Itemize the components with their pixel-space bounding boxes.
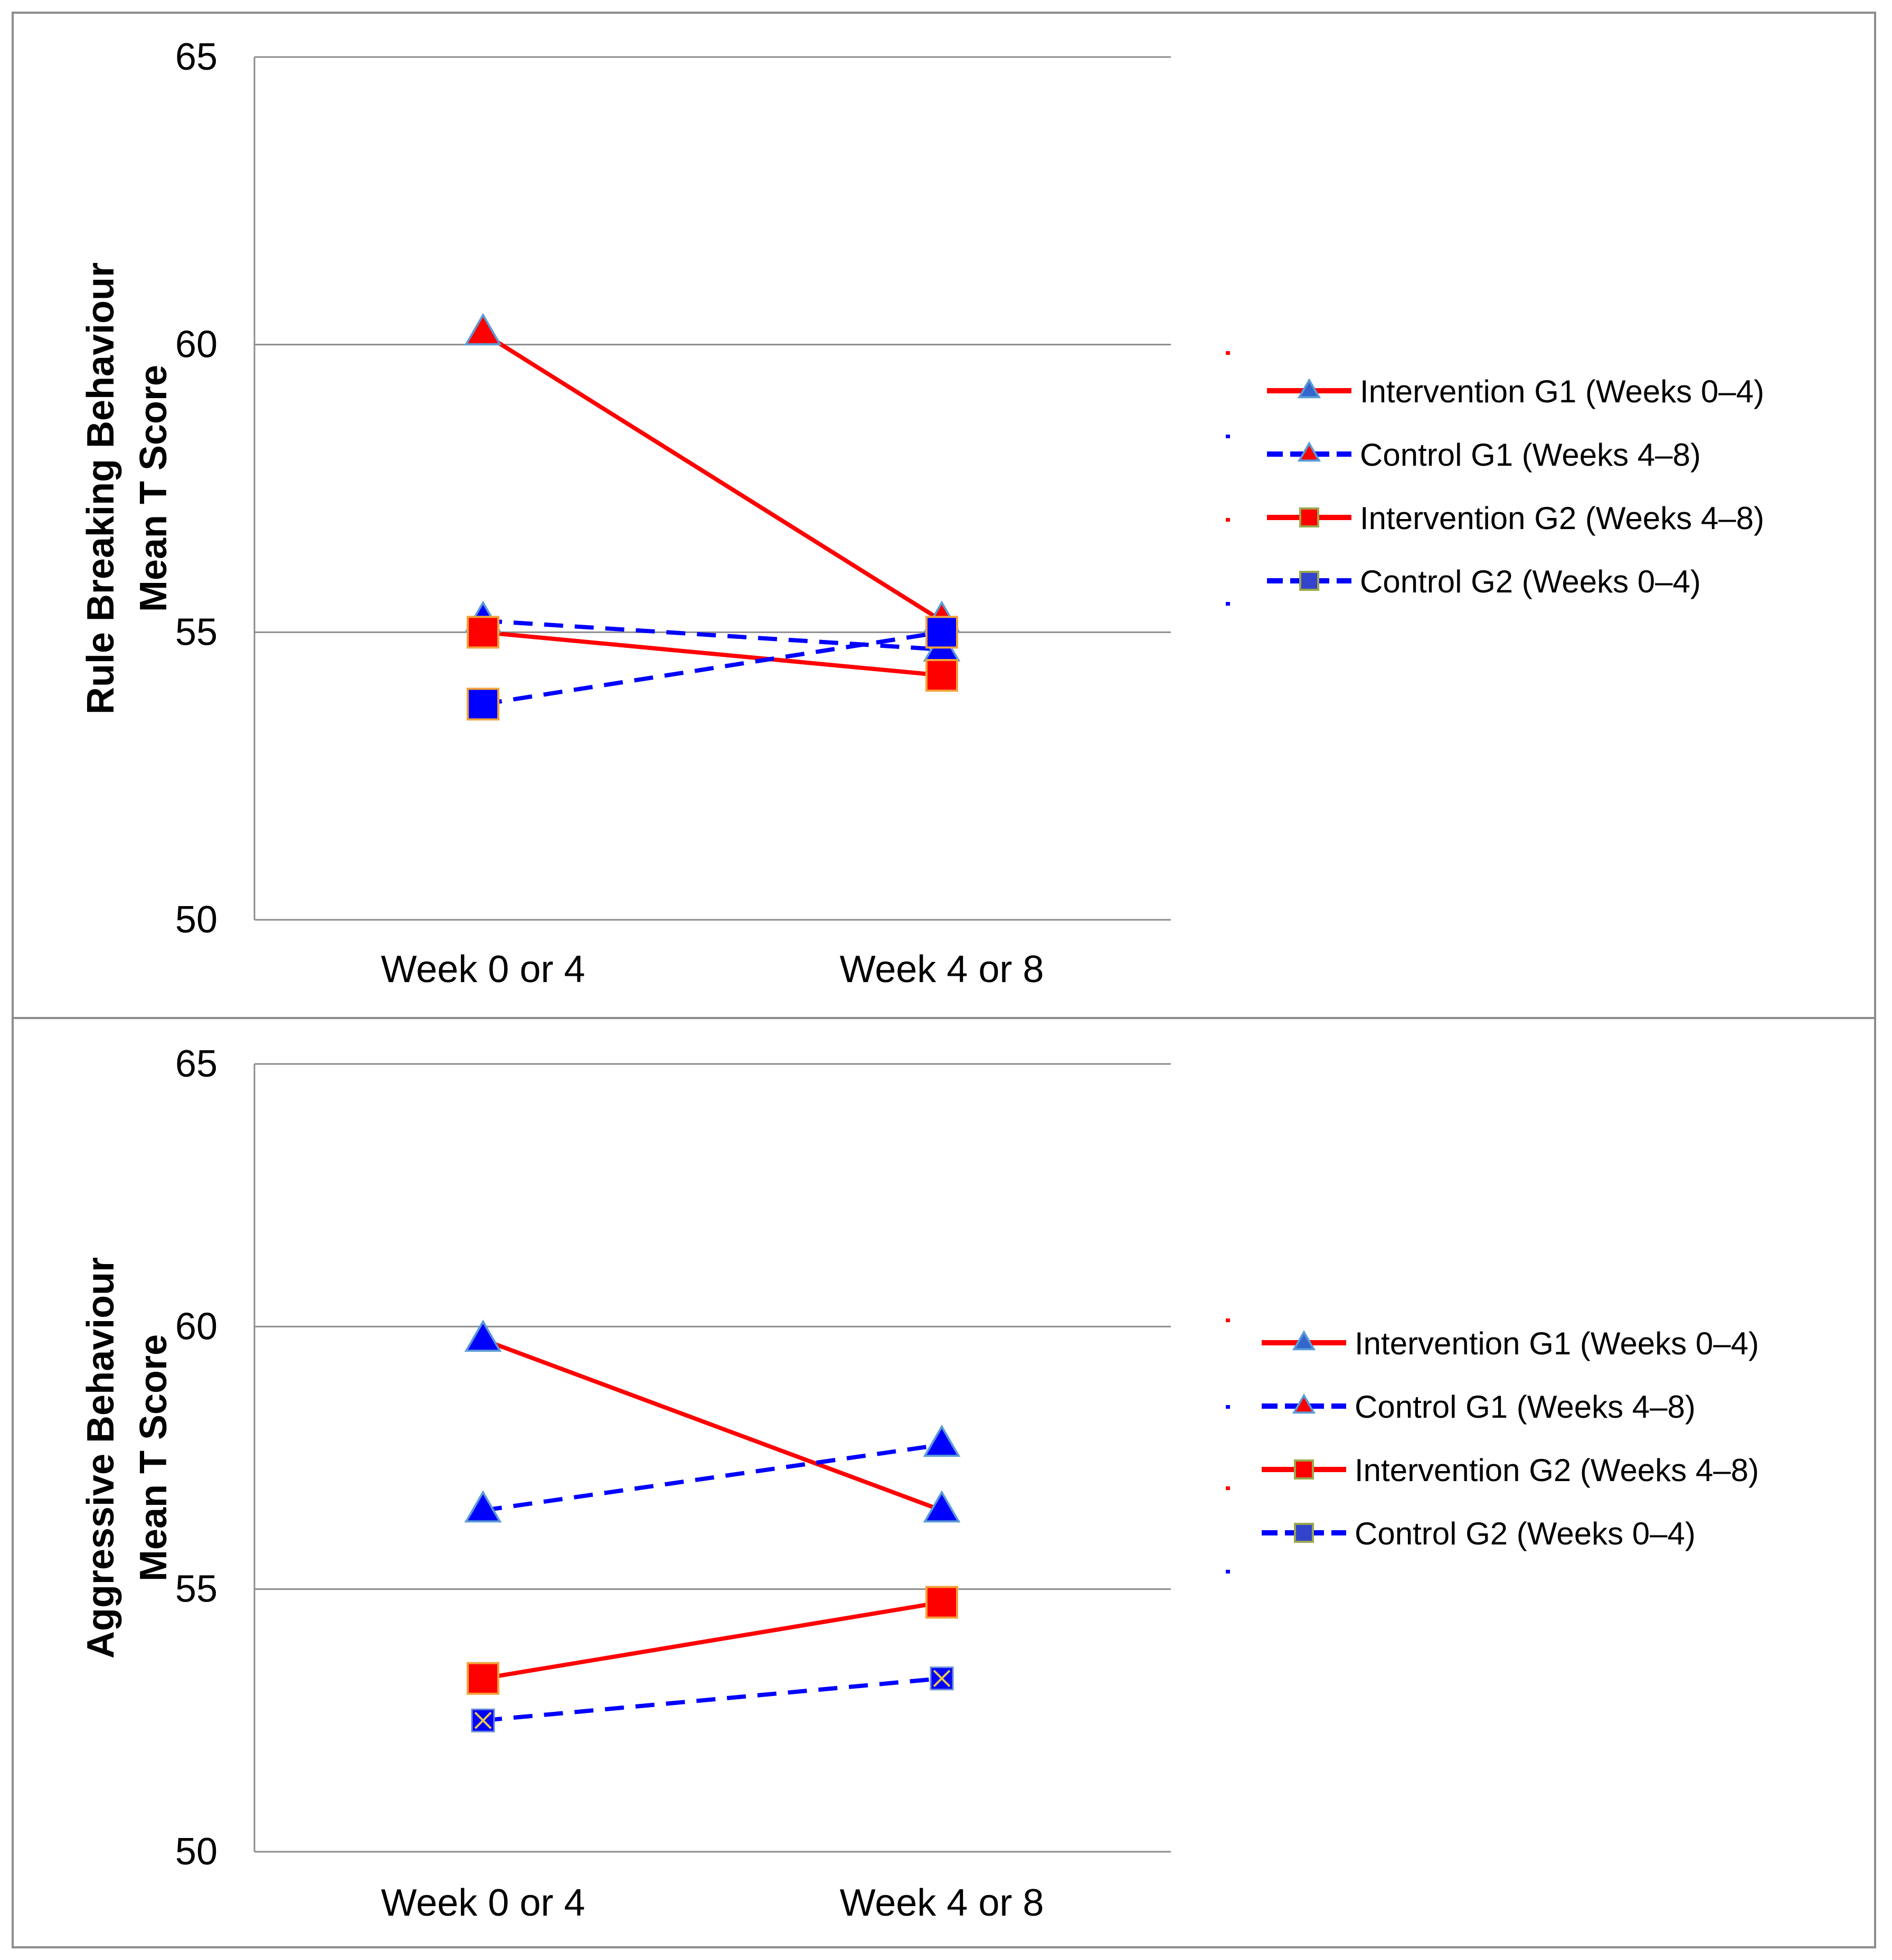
series-line-0 [481,331,943,623]
legend-dot-3 [1226,1570,1230,1573]
legend-marker-3 [1294,1523,1314,1543]
series-line-2 [483,1600,942,1681]
y-axis-title-line-0: Rule Breaking Behaviour [80,262,122,714]
legend-label-2: Intervention G2 (Weeks 4–8) [1355,1453,1759,1488]
legend-marker-2 [1294,1459,1314,1480]
legend-label-1: Control G1 (Weeks 4–8) [1360,437,1701,473]
legend-dot-0 [1226,1318,1230,1322]
legend-label-3: Control G2 (Weeks 0–4) [1360,564,1701,599]
series-line-3 [483,630,942,706]
legend-dot-2 [1226,1486,1230,1490]
series-line-1 [483,618,942,652]
legend-label-0: Intervention G1 (Weeks 0–4) [1355,1326,1759,1361]
legend-dot-1 [1226,435,1230,438]
y-tick-label-50: 50 [175,899,217,941]
point-s2-1 [925,1586,958,1619]
legend-marker-0 [1297,378,1321,399]
legend-label-1: Control G1 (Weeks 4–8) [1355,1389,1696,1425]
y-axis-title-line-1: Mean T Score [133,365,175,612]
legend-marker-1 [1297,441,1321,462]
point-s2-0 [467,1662,499,1695]
series-line-1 [483,1443,942,1513]
panel-rule-breaking: 50 55 60 65 Week 0 or 4 Week 4 or 8 Rule Break… [80,36,1764,991]
legend-dot-3 [1226,602,1230,606]
legend-marker-1 [1292,1393,1316,1414]
point-s3-1-cross-b [933,1670,951,1688]
legend-marker-2 [1299,507,1319,527]
legend-label-2: Intervention G2 (Weeks 4–8) [1360,501,1764,536]
x-tick-label-1: Week 4 or 8 [840,1882,1044,1924]
point-s3-0-cross-b [474,1711,492,1729]
x-tick-label-0: Week 0 or 4 [381,1882,585,1924]
series-line-0 [482,1337,943,1513]
point-s0-0 [464,313,502,345]
y-tick-label-55: 55 [175,611,217,653]
point-s3-0 [471,1708,495,1732]
y-tick-label-50: 50 [175,1831,217,1873]
point-s2-1 [925,659,958,692]
y-tick-label-65: 65 [175,1043,217,1085]
point-s0-1 [923,1490,961,1523]
legend-label-0: Intervention G1 (Weeks 0–4) [1360,374,1764,409]
point-s3-1 [930,1666,954,1691]
panel-aggressive: 50 55 60 65 Week 0 or 4 Week 4 or 8 Aggressive… [80,1043,1759,1924]
x-tick-label-0: Week 0 or 4 [381,948,585,991]
x-tick-label-1: Week 4 or 8 [840,948,1044,991]
y-tick-label-60: 60 [175,324,217,366]
y-axis-title-line-0: Aggressive Behaviour [80,1257,122,1659]
point-s2-0 [467,616,499,649]
point-s1-0 [464,1490,502,1523]
legend-dot-2 [1226,518,1230,522]
legend-dot-1 [1226,1405,1230,1409]
y-tick-label-65: 65 [175,36,217,78]
series-line-3 [483,1676,942,1723]
y-tick-label-60: 60 [175,1305,217,1348]
point-s3-1 [925,616,958,649]
y-tick-label-55: 55 [175,1568,217,1610]
series-line-2 [483,630,942,678]
legend-label-3: Control G2 (Weeks 0–4) [1355,1516,1696,1551]
point-s3-0 [467,687,499,721]
y-axis-title-line-1: Mean T Score [133,1334,175,1581]
point-s0-0 [464,1320,502,1352]
figure-frame [12,12,1876,1948]
legend-marker-3 [1299,571,1319,591]
point-s1-1 [923,1424,961,1457]
legend-marker-0 [1292,1330,1316,1351]
legend-dot-0 [1226,351,1230,355]
